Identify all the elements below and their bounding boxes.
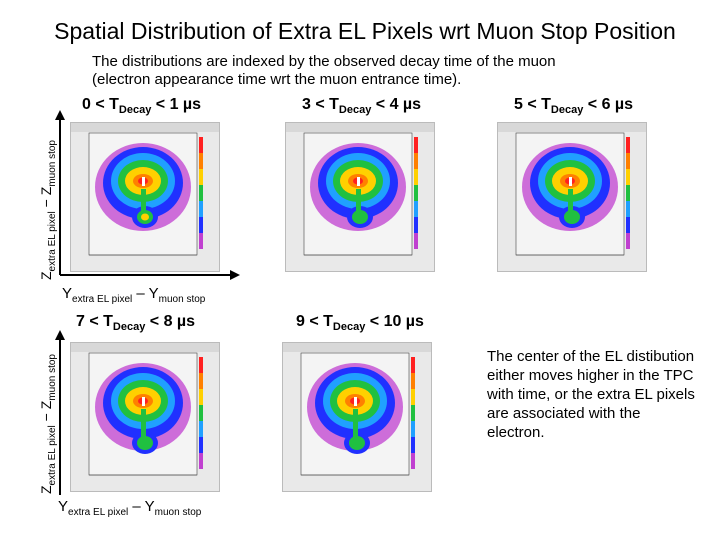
x-axis-label-top: Yextra EL pixel – Ymuon stop xyxy=(62,285,206,305)
subtitle-line-2: (electron appearance time wrt the muon e… xyxy=(92,71,462,88)
subtitle-line-1: The distributions are indexed by the obs… xyxy=(92,53,556,70)
axis-arrows-top xyxy=(55,110,240,280)
x-axis-label-bottom: Yextra EL pixel – Ymuon stop xyxy=(58,498,202,518)
panel-label-1: 0 < TDecay < 1 µs xyxy=(82,96,202,117)
panel-label-3: 5 < TDecay < 6 µs xyxy=(514,96,634,117)
plot-image-5 xyxy=(282,342,432,492)
axis-arrows-bottom xyxy=(55,330,65,495)
panel-label-4: 7 < TDecay < 8 µs xyxy=(76,313,196,334)
page-title: Spatial Distribution of Extra EL Pixels … xyxy=(54,18,676,44)
plot-image-4 xyxy=(70,342,220,492)
plot-image-3 xyxy=(497,122,647,272)
panel-label-5: 9 < TDecay < 10 µs xyxy=(296,313,424,334)
explanatory-note: The center of the EL distibution either … xyxy=(487,348,695,441)
subtitle: The distributions are indexed by the obs… xyxy=(92,53,556,89)
plot-image-2 xyxy=(285,122,435,272)
panel-label-2: 3 < TDecay < 4 µs xyxy=(302,96,422,117)
plot-image-1 xyxy=(70,122,220,272)
